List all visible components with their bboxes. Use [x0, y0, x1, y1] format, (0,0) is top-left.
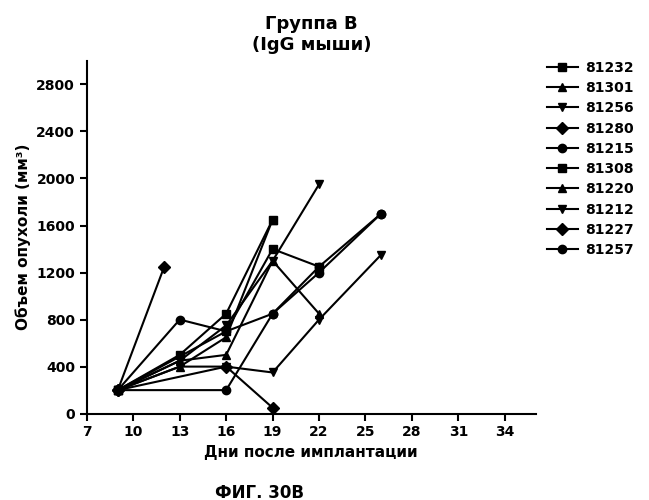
Text: ФИГ. 30В: ФИГ. 30В [215, 484, 304, 500]
Line: 81257: 81257 [114, 210, 385, 394]
Line: 81301: 81301 [114, 216, 276, 394]
81232 [114, 387, 122, 393]
81212 [377, 252, 385, 258]
81257 [315, 270, 323, 276]
81256 [315, 182, 323, 188]
81301 [176, 364, 184, 370]
81256 [114, 387, 122, 393]
81215 [269, 310, 276, 316]
81232 [222, 310, 230, 316]
81232 [176, 352, 184, 358]
81215 [176, 316, 184, 322]
81220 [315, 310, 323, 316]
81212 [222, 364, 230, 370]
81212 [176, 364, 184, 370]
Line: 81220: 81220 [114, 256, 323, 394]
81301 [222, 334, 230, 340]
81220 [269, 258, 276, 264]
81308 [222, 328, 230, 334]
81215 [315, 264, 323, 270]
81215 [114, 387, 122, 393]
81220 [176, 358, 184, 364]
81232 [269, 216, 276, 222]
81227 [222, 364, 230, 370]
Legend: 81232, 81301, 81256, 81280, 81215, 81308, 81220, 81212, 81227, 81257: 81232, 81301, 81256, 81280, 81215, 81308… [547, 61, 633, 257]
81227 [114, 387, 122, 393]
81212 [315, 316, 323, 322]
81301 [269, 216, 276, 222]
X-axis label: Дни после имплантации: Дни после имплантации [204, 445, 418, 460]
81280 [160, 264, 168, 270]
81212 [269, 370, 276, 376]
Line: 81215: 81215 [114, 210, 385, 394]
Y-axis label: Объем опухоли (мм³): Объем опухоли (мм³) [15, 144, 31, 330]
81215 [222, 328, 230, 334]
81256 [176, 358, 184, 364]
81308 [114, 387, 122, 393]
81301 [114, 387, 122, 393]
Line: 81280: 81280 [114, 262, 168, 394]
81280 [114, 387, 122, 393]
81227 [269, 405, 276, 411]
81257 [269, 310, 276, 316]
81215 [377, 211, 385, 217]
Line: 81227: 81227 [114, 362, 276, 412]
81256 [222, 322, 230, 328]
Line: 81308: 81308 [114, 245, 323, 394]
81257 [114, 387, 122, 393]
81308 [269, 246, 276, 252]
81212 [114, 387, 122, 393]
81220 [114, 387, 122, 393]
81308 [315, 264, 323, 270]
81220 [222, 352, 230, 358]
81256 [269, 258, 276, 264]
81257 [222, 387, 230, 393]
Line: 81212: 81212 [114, 250, 385, 394]
Line: 81256: 81256 [114, 180, 323, 394]
Line: 81232: 81232 [114, 216, 276, 394]
81257 [377, 211, 385, 217]
Title: Группа В
(IgG мыши): Группа В (IgG мыши) [252, 15, 371, 54]
